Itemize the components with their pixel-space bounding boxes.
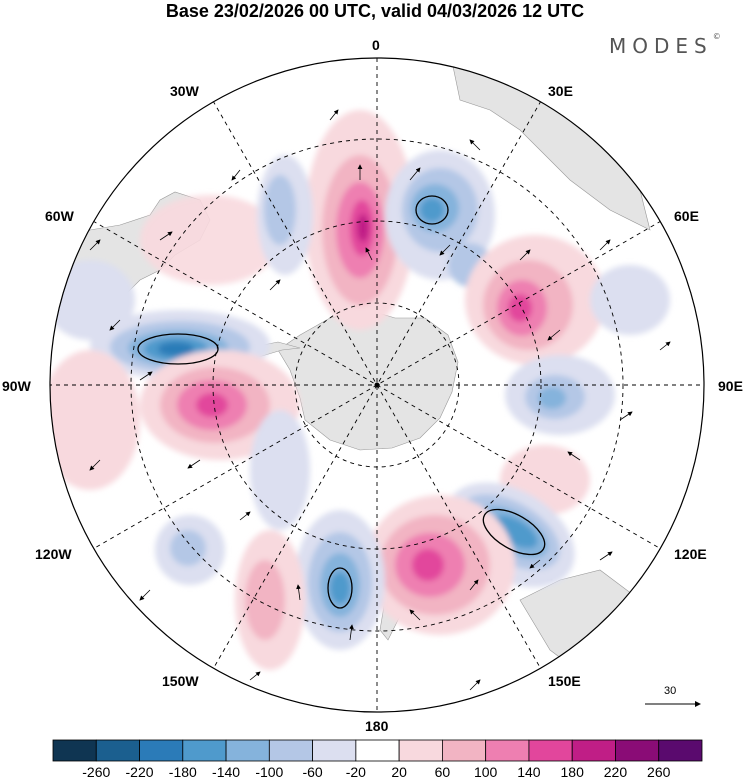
wind-vectors [89, 109, 671, 691]
map-title: Base 23/02/2026 00 UTC, valid 04/03/2026… [165, 1, 585, 21]
brand-name: MODES [609, 34, 713, 58]
lon-label-150e: 150E [548, 673, 581, 689]
colorbar-swatch [182, 739, 227, 762]
colorbar-swatch [52, 739, 97, 762]
colorbar-tick-label: -220 [125, 764, 154, 780]
colorbar-tick-label: 100 [473, 764, 498, 780]
colorbar-swatch [485, 739, 530, 762]
lon-label-90e: 90E [718, 378, 743, 394]
antarctica [277, 309, 459, 451]
colorbar-tick-label: -20 [345, 764, 366, 780]
lon-label-90w: 90W [2, 378, 31, 394]
colorbar-tick-label: 140 [517, 764, 541, 780]
colorbar-tick-label: -180 [168, 764, 197, 780]
colorbar-tick-label: 60 [434, 764, 451, 780]
colorbar-swatch [528, 739, 573, 762]
lon-label-60e: 60E [674, 208, 699, 224]
lon-label-180: 180 [365, 718, 389, 734]
colorbar-swatch [615, 739, 660, 762]
reference-vector-label: 30 [664, 685, 677, 697]
brand-logo: MODES© [609, 32, 721, 58]
colorbar-swatch [355, 739, 400, 762]
lon-label-120w: 120W [35, 546, 72, 562]
colorbar-tick-label: 260 [647, 764, 671, 780]
colorbar-swatch [658, 739, 703, 762]
colorbar-swatch [225, 739, 270, 762]
south-pole-marker [374, 382, 380, 388]
contours [137, 195, 546, 609]
colorbar-tick-label: -260 [82, 764, 111, 780]
lon-label-30e: 30E [548, 83, 573, 99]
lon-label-0: 0 [372, 37, 380, 53]
map-disk [50, 58, 704, 712]
colorbar-tick-label: 180 [560, 764, 584, 780]
colorbar-swatch [95, 739, 140, 762]
colorbar-swatch [441, 739, 487, 762]
colorbar-swatch [268, 739, 314, 762]
colorbar-swatch [398, 739, 443, 762]
colorbar-tick-label: 220 [603, 764, 628, 780]
lon-label-120e: 120E [674, 546, 707, 562]
colorbar-swatch [312, 739, 357, 762]
colorbar-tick-label: 20 [391, 764, 407, 780]
colorbar-swatch [139, 739, 184, 762]
lon-label-30w: 30W [170, 83, 199, 99]
map-border [49, 57, 705, 713]
anomaly-field [50, 110, 670, 670]
colorbar-tick-label: -100 [255, 764, 284, 780]
colorbar-swatch [571, 739, 616, 762]
colorbar [52, 739, 703, 762]
lon-label-60w: 60W [45, 208, 74, 224]
colorbar-tick-label: -60 [302, 764, 323, 780]
lon-label-150w: 150W [162, 673, 199, 689]
brand-mark: © [712, 32, 721, 42]
colorbar-tick-label: -140 [212, 764, 241, 780]
